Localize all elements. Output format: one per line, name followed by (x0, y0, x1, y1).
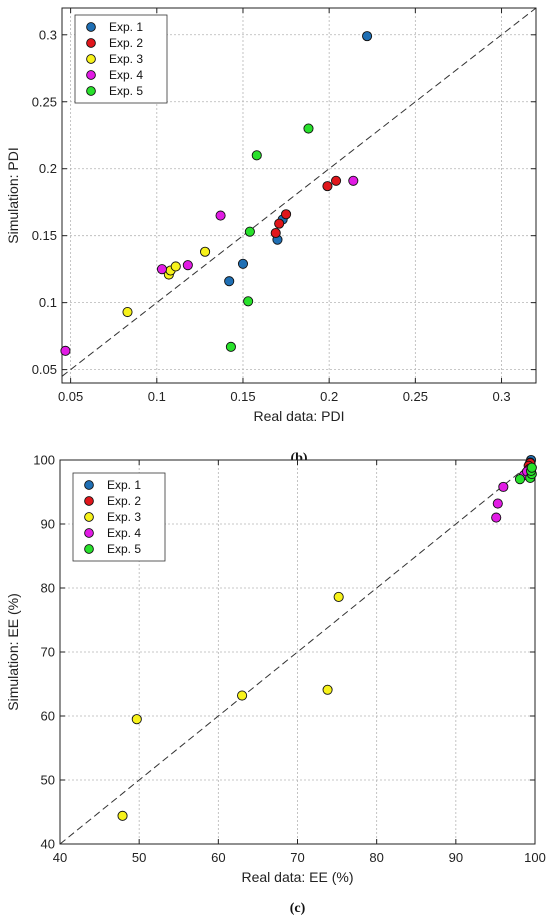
data-point-exp5 (303, 123, 314, 134)
data-point-exp3 (122, 306, 133, 318)
legend-label-exp1: Exp. 1 (107, 478, 141, 492)
data-point-exp5 (243, 296, 254, 307)
data-point-exp3 (170, 261, 181, 272)
legend-label-exp1: Exp. 1 (109, 20, 143, 34)
data-point-exp4 (156, 264, 168, 275)
legend-label-exp5: Exp. 5 (109, 84, 143, 98)
legend-marker-exp4 (84, 528, 94, 538)
data-point-exp2 (274, 218, 285, 229)
y-tick-label: 50 (41, 773, 55, 788)
identity-line (59, 459, 536, 845)
x-axis-label: Real data: PDI (253, 408, 344, 424)
data-point-exp3 (117, 810, 128, 821)
plot-frame (61, 7, 537, 384)
x-tick-label: 100 (524, 850, 546, 865)
y-axis-label: Simulation: EE (%) (5, 593, 21, 710)
data-point-exp2 (331, 175, 342, 186)
y-axis-label: Simulation: PDI (5, 147, 21, 243)
x-tick-label: 0.2 (320, 389, 338, 404)
legend-label-exp3: Exp. 3 (109, 52, 143, 66)
y-tick-label: 90 (41, 517, 55, 532)
data-point-exp2 (270, 227, 281, 239)
y-tick-label: 70 (41, 645, 55, 660)
panel-label: (c) (290, 901, 306, 916)
x-tick-label: 40 (53, 850, 67, 865)
x-tick-label: 90 (449, 850, 463, 865)
data-point-exp1 (237, 258, 249, 269)
data-point-exp5 (526, 462, 537, 473)
chart-panel-c: 40 50 60 70 80 90 100 40 50 60 70 80 90 100 Real data:… (5, 453, 546, 917)
legend-label-exp2: Exp. 2 (109, 36, 143, 50)
legend-marker-exp5 (84, 544, 94, 554)
legend-marker-exp3 (86, 54, 96, 64)
y-tick-label: 0.3 (39, 27, 57, 42)
data-point-exp3 (333, 591, 344, 603)
data-point-exp4 (182, 260, 193, 271)
legend-marker-exp4 (86, 70, 96, 80)
data-point-exp3 (131, 714, 142, 725)
legend-label-exp5: Exp. 5 (107, 542, 141, 556)
legend-marker-exp1 (86, 22, 96, 32)
data-point-exp3 (322, 684, 333, 695)
legend-marker-exp5 (86, 86, 96, 96)
legend-marker-exp2 (86, 38, 96, 48)
x-tick-label: 0.05 (58, 389, 83, 404)
x-tick-label: 0.15 (230, 389, 255, 404)
data-point-exp4 (348, 175, 359, 186)
data-point-exp5 (225, 341, 236, 352)
y-tick-label: 0.2 (39, 161, 57, 176)
data-point-exp5 (251, 150, 262, 161)
legend-label-exp4: Exp. 4 (109, 68, 143, 82)
y-tick-label: 0.15 (32, 228, 57, 243)
data-point-exp4 (215, 210, 226, 221)
data-point-exp1 (362, 31, 373, 42)
y-tick-label: 100 (33, 453, 55, 468)
data-point-exp1 (224, 276, 235, 287)
y-tick-label: 0.05 (32, 362, 57, 377)
legend-marker-exp3 (84, 512, 94, 522)
y-tick-label: 0.1 (39, 295, 57, 310)
x-tick-label: 50 (132, 850, 146, 865)
data-point-exp3 (237, 690, 248, 701)
data-point-exp4 (491, 512, 502, 523)
data-point-exp4 (60, 345, 71, 356)
x-axis-label: Real data: EE (%) (241, 869, 353, 885)
x-tick-label: 60 (211, 850, 225, 865)
chart-panel-b: 0.05 0.1 0.15 0.2 0.25 0.3 0.05 0.1 0.15 0.2 0.25 0… (5, 7, 537, 466)
data-point-exp2 (281, 209, 292, 220)
legend-marker-exp2 (84, 496, 94, 506)
y-tick-label: 0.25 (32, 94, 57, 109)
x-tick-label: 0.1 (148, 389, 166, 404)
data-point-exp2 (322, 181, 333, 192)
legend-label-exp3: Exp. 3 (107, 510, 141, 524)
legend-label-exp2: Exp. 2 (107, 494, 141, 508)
x-tick-label: 70 (290, 850, 304, 865)
data-point-exp4 (492, 498, 503, 509)
data-point-exp4 (498, 481, 509, 492)
data-point-exp3 (200, 246, 211, 257)
identity-line (61, 7, 537, 377)
x-tick-label: 80 (369, 850, 383, 865)
y-tick-label: 60 (41, 709, 55, 724)
x-tick-label: 0.3 (492, 389, 510, 404)
y-tick-label: 80 (41, 581, 55, 596)
y-tick-label: 40 (41, 837, 55, 852)
legend-label-exp4: Exp. 4 (107, 526, 141, 540)
data-point-exp5 (514, 474, 526, 485)
x-tick-label: 0.25 (403, 389, 428, 404)
data-point-exp5 (244, 226, 255, 237)
legend-marker-exp1 (84, 480, 94, 490)
